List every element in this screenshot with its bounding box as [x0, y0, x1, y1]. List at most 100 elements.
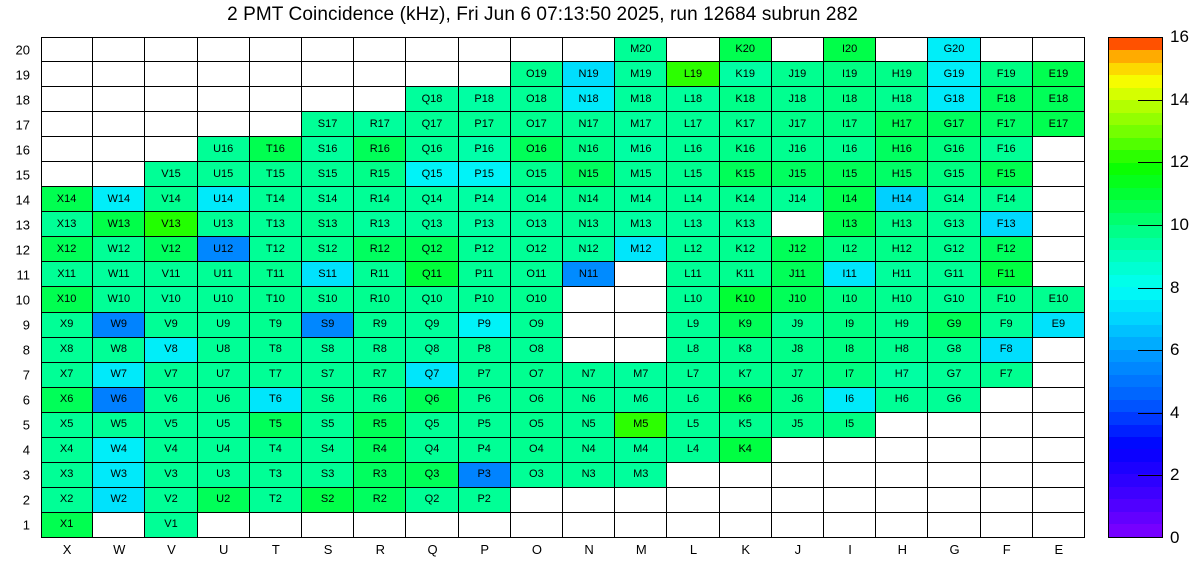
heatmap-cell-F1	[980, 512, 1033, 538]
heatmap-cell-J18: J18	[771, 87, 824, 113]
x-axis-label-E: E	[1054, 542, 1064, 557]
colorbar-tick-label-4: 4	[1170, 402, 1180, 422]
heatmap-cell-E2	[1032, 487, 1085, 513]
heatmap-cell-Q11: Q11	[406, 262, 459, 288]
heatmap-cell-E4	[1032, 437, 1085, 463]
x-axis-label-U: U	[218, 542, 229, 557]
heatmap-cell-E6	[1032, 387, 1085, 413]
y-axis-label-14: 14	[15, 192, 30, 208]
heatmap-cell-R19	[354, 62, 407, 88]
heatmap-cell-E3	[1032, 462, 1085, 488]
heatmap-cell-N2	[563, 487, 616, 513]
heatmap-cell-I2	[824, 487, 877, 513]
colorbar-segment	[1109, 424, 1162, 437]
colorbar-segment	[1109, 200, 1162, 213]
heatmap-cell-S1	[302, 512, 355, 538]
colorbar-tick-label-2: 2	[1170, 465, 1180, 485]
heatmap-cell-E1	[1032, 512, 1085, 538]
colorbar-segment	[1109, 137, 1162, 151]
heatmap-cell-I7: I7	[824, 362, 877, 388]
heatmap-cell-Q20	[406, 37, 459, 63]
heatmap-cell-I11: I11	[824, 262, 877, 288]
y-axis-label-9: 9	[22, 317, 30, 333]
heatmap-cell-K10: K10	[719, 287, 772, 313]
heatmap-cell-J11: J11	[771, 262, 824, 288]
heatmap-cell-L1	[667, 512, 720, 538]
heatmap-cell-R15: R15	[354, 162, 407, 188]
heatmap-cell-I16: I16	[824, 137, 877, 163]
heatmap-cell-N10	[563, 287, 616, 313]
heatmap-cell-W16	[93, 137, 146, 163]
colorbar-tick-label-6: 6	[1170, 340, 1180, 360]
heatmap-cell-U10: U10	[197, 287, 250, 313]
heatmap-cell-E9: E9	[1032, 312, 1085, 338]
heatmap-cell-J14: J14	[771, 187, 824, 213]
heatmap-cell-J2	[771, 487, 824, 513]
heatmap-cell-Q8: Q8	[406, 337, 459, 363]
heatmap-cell-N8	[563, 337, 616, 363]
heatmap-cell-Q13: Q13	[406, 212, 459, 238]
heatmap-cell-E11	[1032, 262, 1085, 288]
heatmap-cell-J10: J10	[771, 287, 824, 313]
heatmap-cell-P16: P16	[458, 137, 511, 163]
heatmap-cell-O6: O6	[510, 387, 563, 413]
heatmap-cell-V19	[145, 62, 198, 88]
heatmap-cell-F16: F16	[980, 137, 1033, 163]
heatmap-cell-P5: P5	[458, 412, 511, 438]
heatmap-cell-X16	[41, 137, 94, 163]
heatmap-cell-R4: R4	[354, 437, 407, 463]
heatmap-cell-N16: N16	[563, 137, 616, 163]
colorbar-segment	[1109, 225, 1162, 238]
colorbar	[1108, 37, 1163, 538]
heatmap-cell-F13: F13	[980, 212, 1033, 238]
heatmap-cell-T10: T10	[249, 287, 302, 313]
heatmap-cell-M18: M18	[615, 87, 668, 113]
heatmap-cell-G7: G7	[928, 362, 981, 388]
heatmap-cell-G13: G13	[928, 212, 981, 238]
colorbar-tick-10	[1138, 224, 1163, 226]
heatmap-cell-J12: J12	[771, 237, 824, 263]
heatmap-cell-U19	[197, 62, 250, 88]
heatmap-cell-R11: R11	[354, 262, 407, 288]
heatmap-cell-V1: V1	[145, 512, 198, 538]
x-axis-label-F: F	[1002, 542, 1011, 557]
heatmap-cell-K18: K18	[719, 87, 772, 113]
heatmap-cell-N6: N6	[563, 387, 616, 413]
heatmap-cell-E12	[1032, 237, 1085, 263]
heatmap-cell-L4: L4	[667, 437, 720, 463]
heatmap-cell-V20	[145, 37, 198, 63]
heatmap-cell-K3	[719, 462, 772, 488]
colorbar-segment	[1109, 412, 1162, 425]
heatmap-cell-T11: T11	[249, 262, 302, 288]
heatmap-cell-I8: I8	[824, 337, 877, 363]
heatmap-cell-M4: M4	[615, 437, 668, 463]
heatmap-cell-H19: H19	[876, 62, 929, 88]
heatmap-cell-H10: H10	[876, 287, 929, 313]
heatmap-cell-L6: L6	[667, 387, 720, 413]
heatmap-cell-U16: U16	[197, 137, 250, 163]
heatmap-cell-W9: W9	[93, 312, 146, 338]
colorbar-segment	[1109, 449, 1162, 462]
heatmap-cell-G15: G15	[928, 162, 981, 188]
y-axis-label-20: 20	[15, 42, 30, 58]
heatmap-cell-Q10: Q10	[406, 287, 459, 313]
heatmap-cell-K14: K14	[719, 187, 772, 213]
x-axis-label-L: L	[689, 542, 698, 557]
colorbar-segment	[1109, 249, 1162, 263]
heatmap-cell-S8: S8	[302, 337, 355, 363]
heatmap-cell-G19: G19	[928, 62, 981, 88]
x-axis-label-S: S	[323, 542, 333, 557]
heatmap-cell-M2	[615, 487, 668, 513]
heatmap-cell-X10: X10	[41, 287, 94, 313]
heatmap-cell-F18: F18	[980, 87, 1033, 113]
heatmap-cell-O11: O11	[510, 262, 563, 288]
heatmap-cell-K1	[719, 512, 772, 538]
heatmap-cell-I15: I15	[824, 162, 877, 188]
heatmap-cell-V16	[145, 137, 198, 163]
heatmap-cell-X18	[41, 87, 94, 113]
heatmap-cell-O18: O18	[510, 87, 563, 113]
colorbar-segment	[1109, 212, 1162, 226]
heatmap-cell-Q7: Q7	[406, 362, 459, 388]
heatmap-cell-U12: U12	[197, 237, 250, 263]
